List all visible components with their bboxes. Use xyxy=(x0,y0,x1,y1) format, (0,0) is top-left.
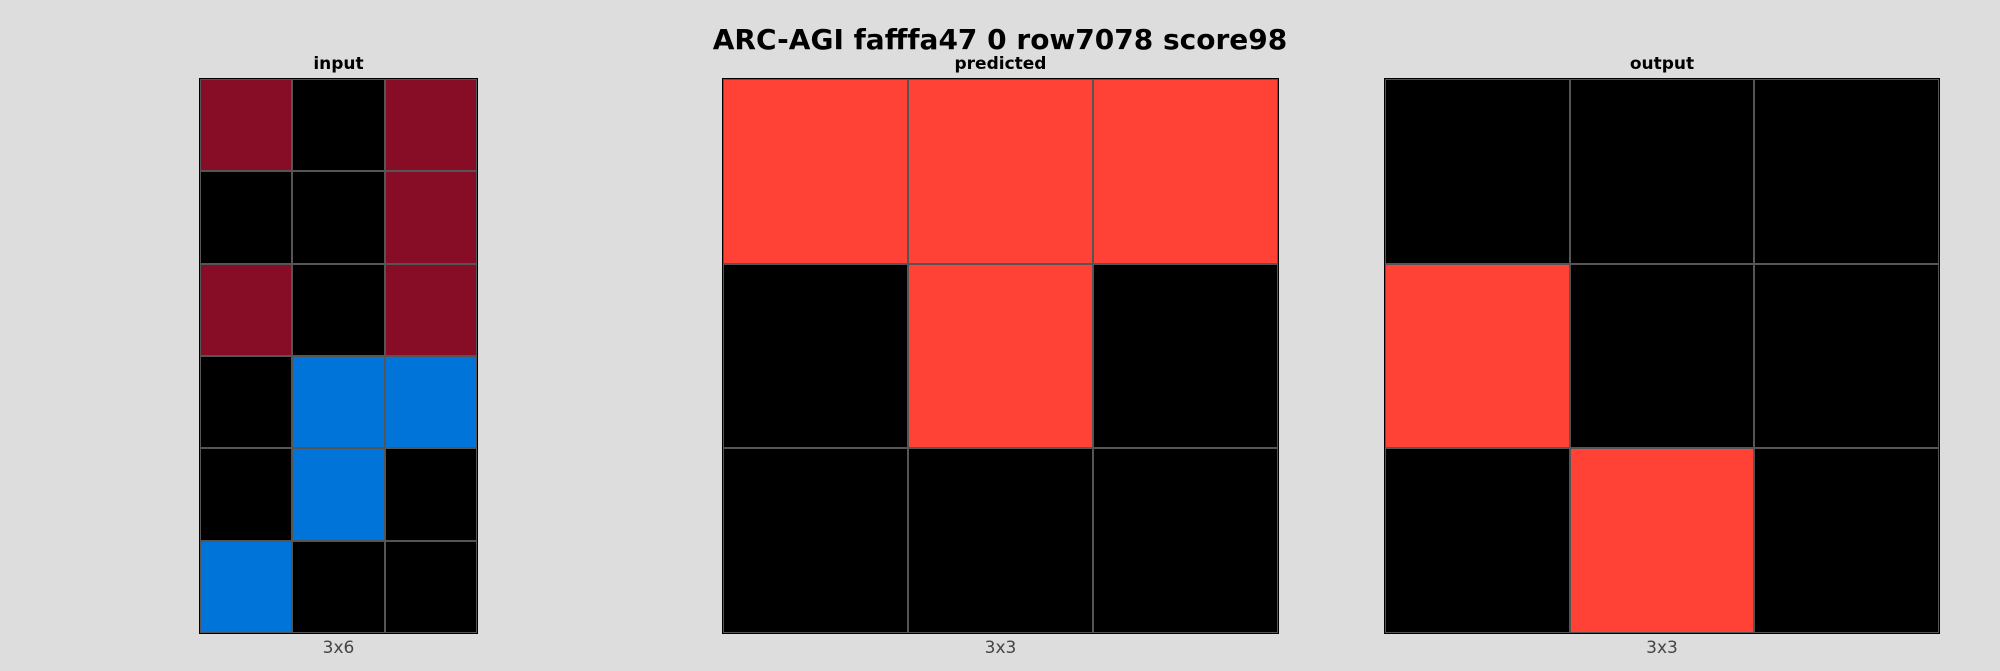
predicted-grid-dimensions: 3x3 xyxy=(984,638,1017,658)
output-cell-r1-c0 xyxy=(1385,263,1570,449)
input-cell-r2-c0 xyxy=(200,263,293,356)
output-cell-r2-c0 xyxy=(1385,448,1570,633)
predicted-cell-r1-c0 xyxy=(723,263,908,449)
output-panel-title: output xyxy=(1629,54,1695,74)
input-cell-r4-c0 xyxy=(200,448,293,541)
predicted-cell-r1-c2 xyxy=(1093,263,1278,449)
input-cell-r5-c0 xyxy=(200,540,293,633)
predicted-cell-r0-c2 xyxy=(1093,79,1278,264)
output-grid-dimensions: 3x3 xyxy=(1646,638,1678,658)
predicted-cell-r2-c2 xyxy=(1093,448,1278,633)
input-cell-r5-c2 xyxy=(384,540,477,633)
input-cell-r2-c1 xyxy=(292,263,385,356)
output-cell-r2-c2 xyxy=(1754,448,1939,633)
output-grid xyxy=(1384,78,1940,634)
predicted-cell-r1-c1 xyxy=(908,263,1093,449)
input-grid-dimensions: 3x6 xyxy=(322,638,355,658)
input-cell-r2-c2 xyxy=(384,263,477,356)
predicted-cell-r0-c0 xyxy=(723,79,908,264)
input-panel-title: input xyxy=(313,54,364,74)
input-cell-r3-c2 xyxy=(384,356,477,449)
predicted-cell-r0-c1 xyxy=(908,79,1093,264)
input-cell-r3-c1 xyxy=(292,356,385,449)
input-cell-r1-c1 xyxy=(292,171,385,264)
predicted-grid xyxy=(722,78,1279,634)
input-cell-r4-c1 xyxy=(292,448,385,541)
output-cell-r2-c1 xyxy=(1569,448,1755,633)
predicted-panel-title: predicted xyxy=(954,54,1047,74)
input-cell-r5-c1 xyxy=(292,540,385,633)
input-grid xyxy=(199,78,478,634)
output-cell-r0-c0 xyxy=(1385,79,1570,264)
input-cell-r0-c1 xyxy=(292,79,385,172)
figure-title: ARC-AGI fafffa47 0 row7078 score98 xyxy=(712,23,1288,56)
output-cell-r1-c2 xyxy=(1754,263,1939,449)
input-cell-r0-c0 xyxy=(200,79,293,172)
output-cell-r0-c1 xyxy=(1569,79,1755,264)
input-cell-r0-c2 xyxy=(384,79,477,172)
predicted-cell-r2-c0 xyxy=(723,448,908,633)
input-cell-r1-c0 xyxy=(200,171,293,264)
output-cell-r1-c1 xyxy=(1569,263,1755,449)
input-cell-r3-c0 xyxy=(200,356,293,449)
output-cell-r0-c2 xyxy=(1754,79,1939,264)
input-cell-r4-c2 xyxy=(384,448,477,541)
predicted-cell-r2-c1 xyxy=(908,448,1093,633)
input-cell-r1-c2 xyxy=(384,171,477,264)
